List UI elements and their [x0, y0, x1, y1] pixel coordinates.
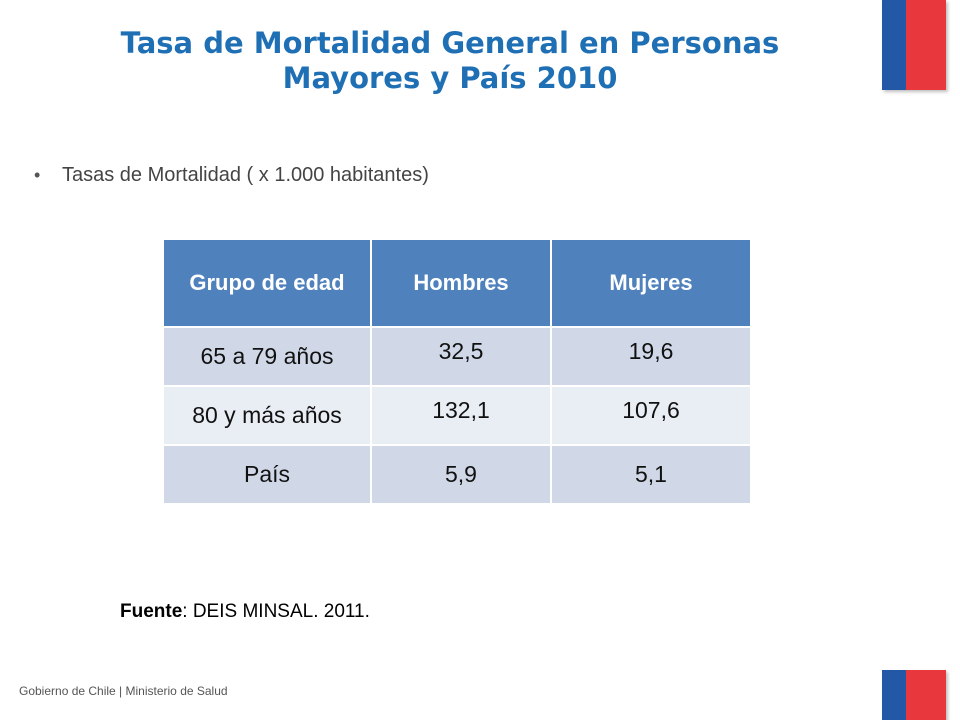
- cell-mujeres: 19,6: [550, 326, 752, 387]
- chile-flag-logo-top: [882, 0, 946, 90]
- header-mujeres: Mujeres: [550, 238, 752, 328]
- flag-blue-stripe: [882, 0, 906, 90]
- cell-hombres: 5,9: [370, 444, 552, 505]
- flag-red-stripe: [906, 0, 946, 90]
- slide-title: Tasa de Mortalidad General en Personas M…: [60, 26, 840, 96]
- table-row: 80 y más años 132,1 107,6: [162, 385, 752, 446]
- bullet-icon: •: [34, 165, 41, 185]
- cell-mujeres: 107,6: [550, 385, 752, 446]
- table-row: País 5,9 5,1: [162, 444, 752, 505]
- cell-grupo: 80 y más años: [162, 385, 372, 446]
- table-header-row: Grupo de edad Hombres Mujeres: [162, 238, 752, 328]
- mortality-table: Grupo de edad Hombres Mujeres 65 a 79 añ…: [162, 238, 752, 505]
- flag-red-stripe: [906, 670, 946, 720]
- flag-blue-stripe: [882, 670, 906, 720]
- source-text: : DEIS MINSAL. 2011.: [182, 601, 370, 622]
- cell-grupo: 65 a 79 años: [162, 326, 372, 387]
- header-grupo-de-edad: Grupo de edad: [162, 238, 372, 328]
- title-line-2: Mayores y País 2010: [282, 61, 618, 95]
- cell-mujeres: 5,1: [550, 444, 752, 505]
- footer-text: Gobierno de Chile | Ministerio de Salud: [19, 684, 228, 698]
- cell-grupo: País: [162, 444, 372, 505]
- cell-hombres: 132,1: [370, 385, 552, 446]
- table-row: 65 a 79 años 32,5 19,6: [162, 326, 752, 387]
- cell-hombres: 32,5: [370, 326, 552, 387]
- bullet-item: • Tasas de Mortalidad ( x 1.000 habitant…: [34, 164, 429, 187]
- source-note: Fuente: DEIS MINSAL. 2011.: [120, 601, 370, 623]
- source-label: Fuente: [120, 601, 183, 622]
- bullet-text: Tasas de Mortalidad ( x 1.000 habitantes…: [62, 164, 429, 186]
- title-line-1: Tasa de Mortalidad General en Personas: [120, 26, 780, 60]
- chile-flag-logo-bottom: [882, 670, 946, 720]
- header-hombres: Hombres: [370, 238, 552, 328]
